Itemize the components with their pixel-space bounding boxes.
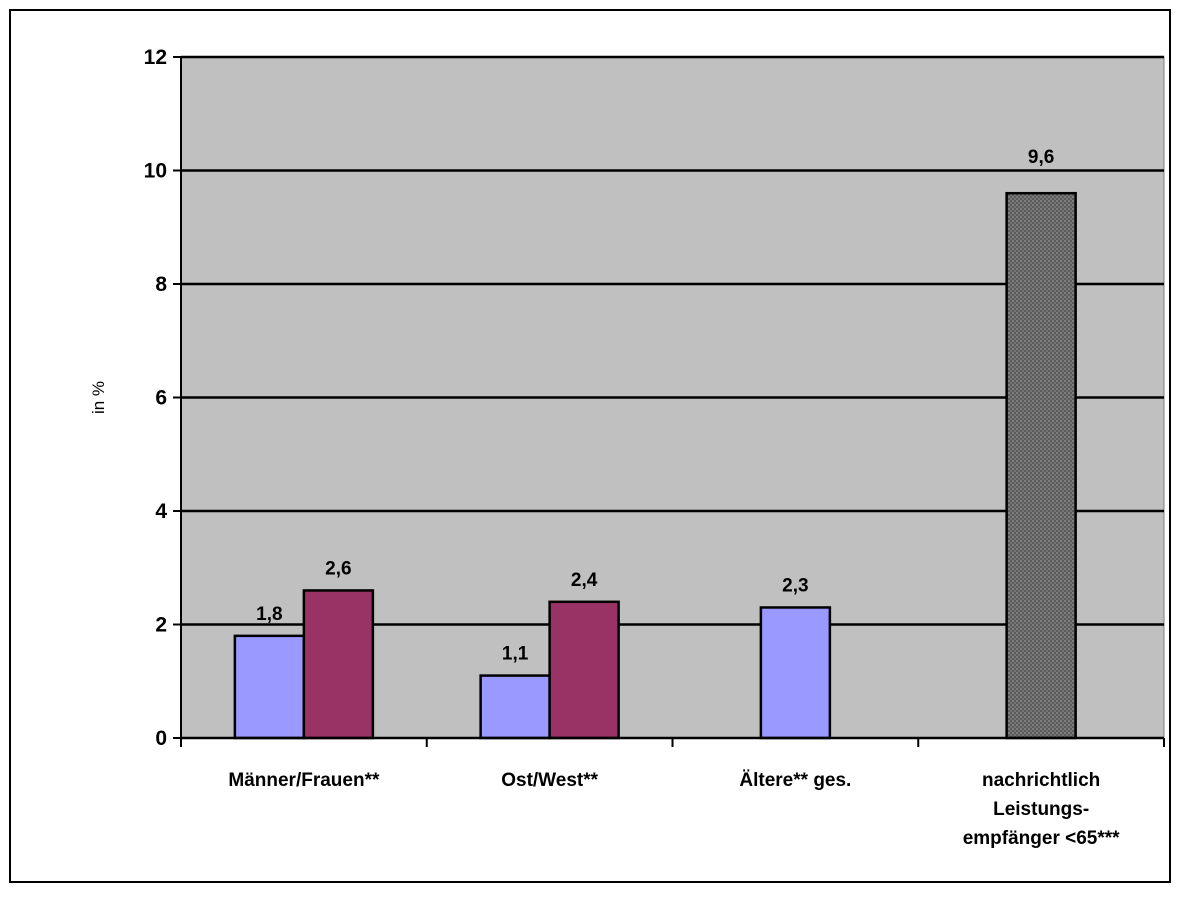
x-category-label-line: empfänger <65*** [963,828,1120,849]
y-tick-label: 6 [155,387,167,410]
bar [479,674,551,740]
x-category-label-line: Männer/Frauen** [228,770,380,791]
y-tick-label: 0 [155,727,167,750]
x-category-label: Ost/West** [501,770,598,791]
bar [1005,191,1077,740]
y-axis-title: in % [89,381,108,414]
bar [302,589,375,740]
y-tick-label: 10 [144,160,167,183]
bar-value-label: 2,6 [325,558,351,579]
labels: 0 2 4 6 8 10 12 Männer/Frauen** Ost/West** Ältere… [144,46,1121,849]
bar-value-label: 1,1 [502,644,529,665]
x-category-label-line: Leistungs- [993,799,1089,820]
y-tick-label: 4 [155,500,167,523]
y-tick-label: 8 [155,273,167,296]
bar [759,606,832,740]
x-category-label-line: nachrichtlich [982,770,1100,791]
x-category-label: nachrichtlich Leistungs-empfänger <65*** [963,770,1120,849]
y-tick-label: 12 [144,46,167,69]
bar [548,600,620,740]
bar-value-label: 2,4 [571,570,598,591]
x-category-label-line: Ost/West** [501,770,598,791]
bar-value-label: 1,8 [256,604,282,625]
y-tick-label: 2 [155,614,167,637]
x-category-label: Männer/Frauen** [228,770,380,791]
bar [233,634,306,740]
bars [233,191,1077,740]
bar-value-label: 9,6 [1028,147,1054,168]
x-category-label-line: Ältere** ges. [739,770,851,791]
x-category-label: Ältere** ges. [739,770,851,791]
axes [173,56,1165,747]
bar-value-label: 2,3 [782,575,808,596]
